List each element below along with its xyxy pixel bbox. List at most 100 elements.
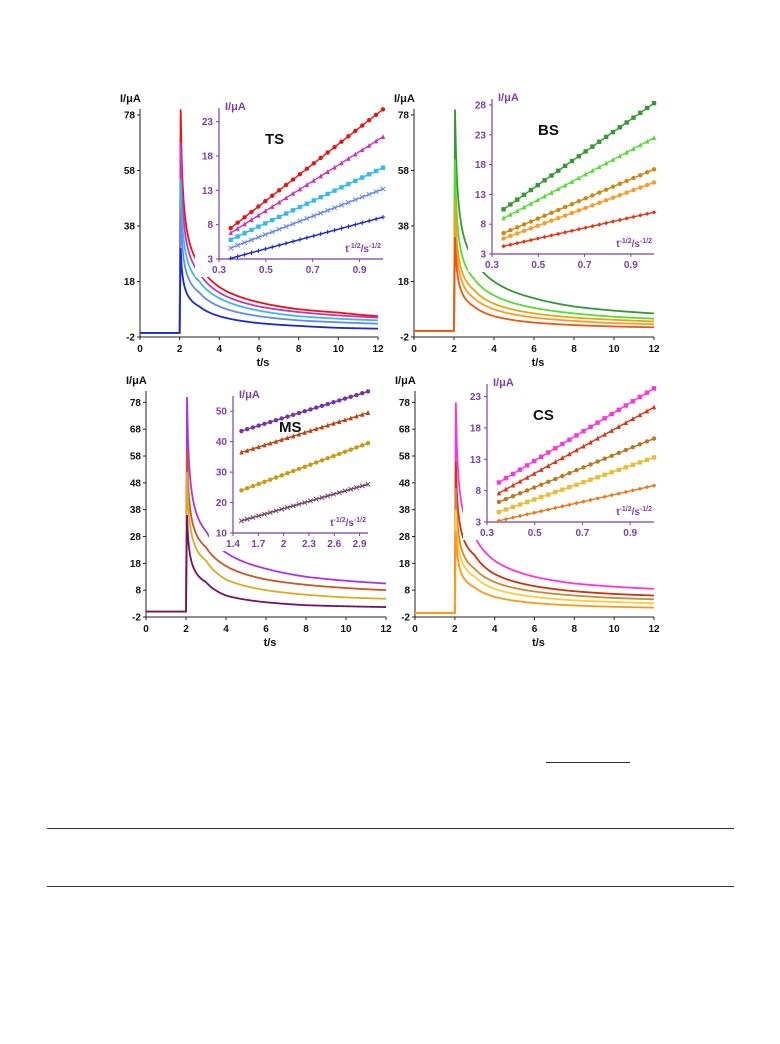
data-point (325, 207, 331, 214)
data-point (318, 173, 323, 179)
data-point (337, 451, 342, 457)
inset-x-tick-label: 2.3 (302, 539, 316, 550)
data-point (609, 427, 614, 433)
data-point (239, 428, 244, 434)
x-tick-label: 4 (492, 624, 498, 635)
data-point (290, 221, 296, 227)
data-point (644, 170, 650, 175)
inset-plot: 3 8 13 18 23 0.3 0.5 0.7 0.9 I/μA t-1/2/s-1/2 TS (195, 96, 386, 277)
data-point (617, 153, 623, 159)
data-point (261, 511, 268, 517)
series-line (414, 237, 655, 332)
data-point (549, 210, 554, 216)
data-point (542, 178, 547, 183)
data-point (291, 412, 296, 418)
data-point (553, 489, 558, 495)
x-tick-label: 2 (177, 344, 183, 355)
inset-x-axis-label: t-1/2/s-1/2 (345, 243, 381, 255)
y-tick-label: -2 (401, 613, 410, 624)
data-point (268, 419, 273, 425)
data-point (556, 168, 561, 173)
inset-title: CS (533, 407, 554, 424)
data-point (583, 149, 588, 154)
y-tick-label: 38 (398, 222, 410, 233)
data-point (296, 466, 302, 472)
series-line (140, 109, 379, 334)
data-point (590, 144, 595, 149)
y-tick-label: 8 (135, 586, 141, 597)
data-point (595, 420, 600, 425)
data-point (336, 490, 342, 496)
data-point (325, 150, 330, 155)
data-point (353, 128, 358, 134)
data-point (556, 231, 561, 237)
data-point (617, 125, 623, 130)
data-point (250, 514, 256, 521)
data-point (644, 457, 650, 463)
data-point (651, 436, 657, 441)
data-point (531, 485, 537, 490)
data-point (342, 488, 348, 494)
inset-series (496, 483, 657, 523)
data-point (542, 193, 547, 199)
x-tick-label: 0 (143, 624, 149, 635)
data-point (623, 465, 629, 470)
data-point (616, 491, 621, 496)
data-point (325, 422, 330, 428)
data-point (302, 500, 308, 506)
data-point (348, 394, 353, 400)
inset-x-tick-label: 0.5 (259, 265, 273, 276)
inset-series (239, 410, 371, 455)
data-point (546, 507, 551, 512)
inset-y-tick-label: 28 (475, 100, 487, 111)
inset-series (496, 386, 657, 485)
inset-series (501, 167, 657, 236)
data-point (630, 399, 636, 404)
data-point (531, 497, 537, 502)
data-point (515, 197, 520, 202)
data-point (651, 135, 657, 140)
data-point (631, 175, 636, 181)
data-point (319, 403, 325, 409)
data-point (307, 498, 314, 504)
data-point (366, 117, 372, 123)
y-tick-label: 78 (399, 398, 411, 409)
data-point (228, 256, 233, 261)
data-point (508, 233, 513, 239)
data-point (345, 199, 351, 205)
data-point (588, 477, 593, 482)
data-point (262, 479, 267, 484)
data-point (308, 428, 313, 433)
inset-x-tick-label: 2 (281, 539, 287, 550)
inset-title: MS (279, 419, 302, 436)
data-point (535, 197, 540, 203)
inset-y-axis-label: I/μA (498, 92, 519, 104)
y-tick-label: 38 (130, 505, 142, 516)
data-point (560, 441, 565, 447)
data-point (242, 231, 247, 236)
inset-y-tick-label: 23 (470, 392, 482, 403)
data-point (609, 470, 614, 475)
data-point (304, 215, 310, 222)
data-point (256, 212, 261, 218)
data-point (508, 202, 513, 207)
inset-y-tick-label: 18 (202, 152, 214, 163)
inset-x-axis-label: t-1/2/s-1/2 (330, 517, 366, 529)
data-point (339, 226, 344, 231)
data-point (342, 417, 348, 423)
data-point (304, 235, 310, 240)
x-tick-label: 10 (340, 624, 352, 635)
data-point (318, 210, 324, 216)
data-point (588, 424, 593, 430)
data-point (560, 487, 565, 492)
inset-series (228, 186, 386, 251)
data-point (616, 407, 621, 412)
data-point (560, 455, 565, 461)
data-point (528, 187, 534, 193)
data-point (242, 221, 247, 227)
data-point (285, 435, 290, 441)
data-point (609, 453, 614, 459)
data-point (503, 516, 509, 522)
y-tick-label: 18 (399, 559, 411, 570)
